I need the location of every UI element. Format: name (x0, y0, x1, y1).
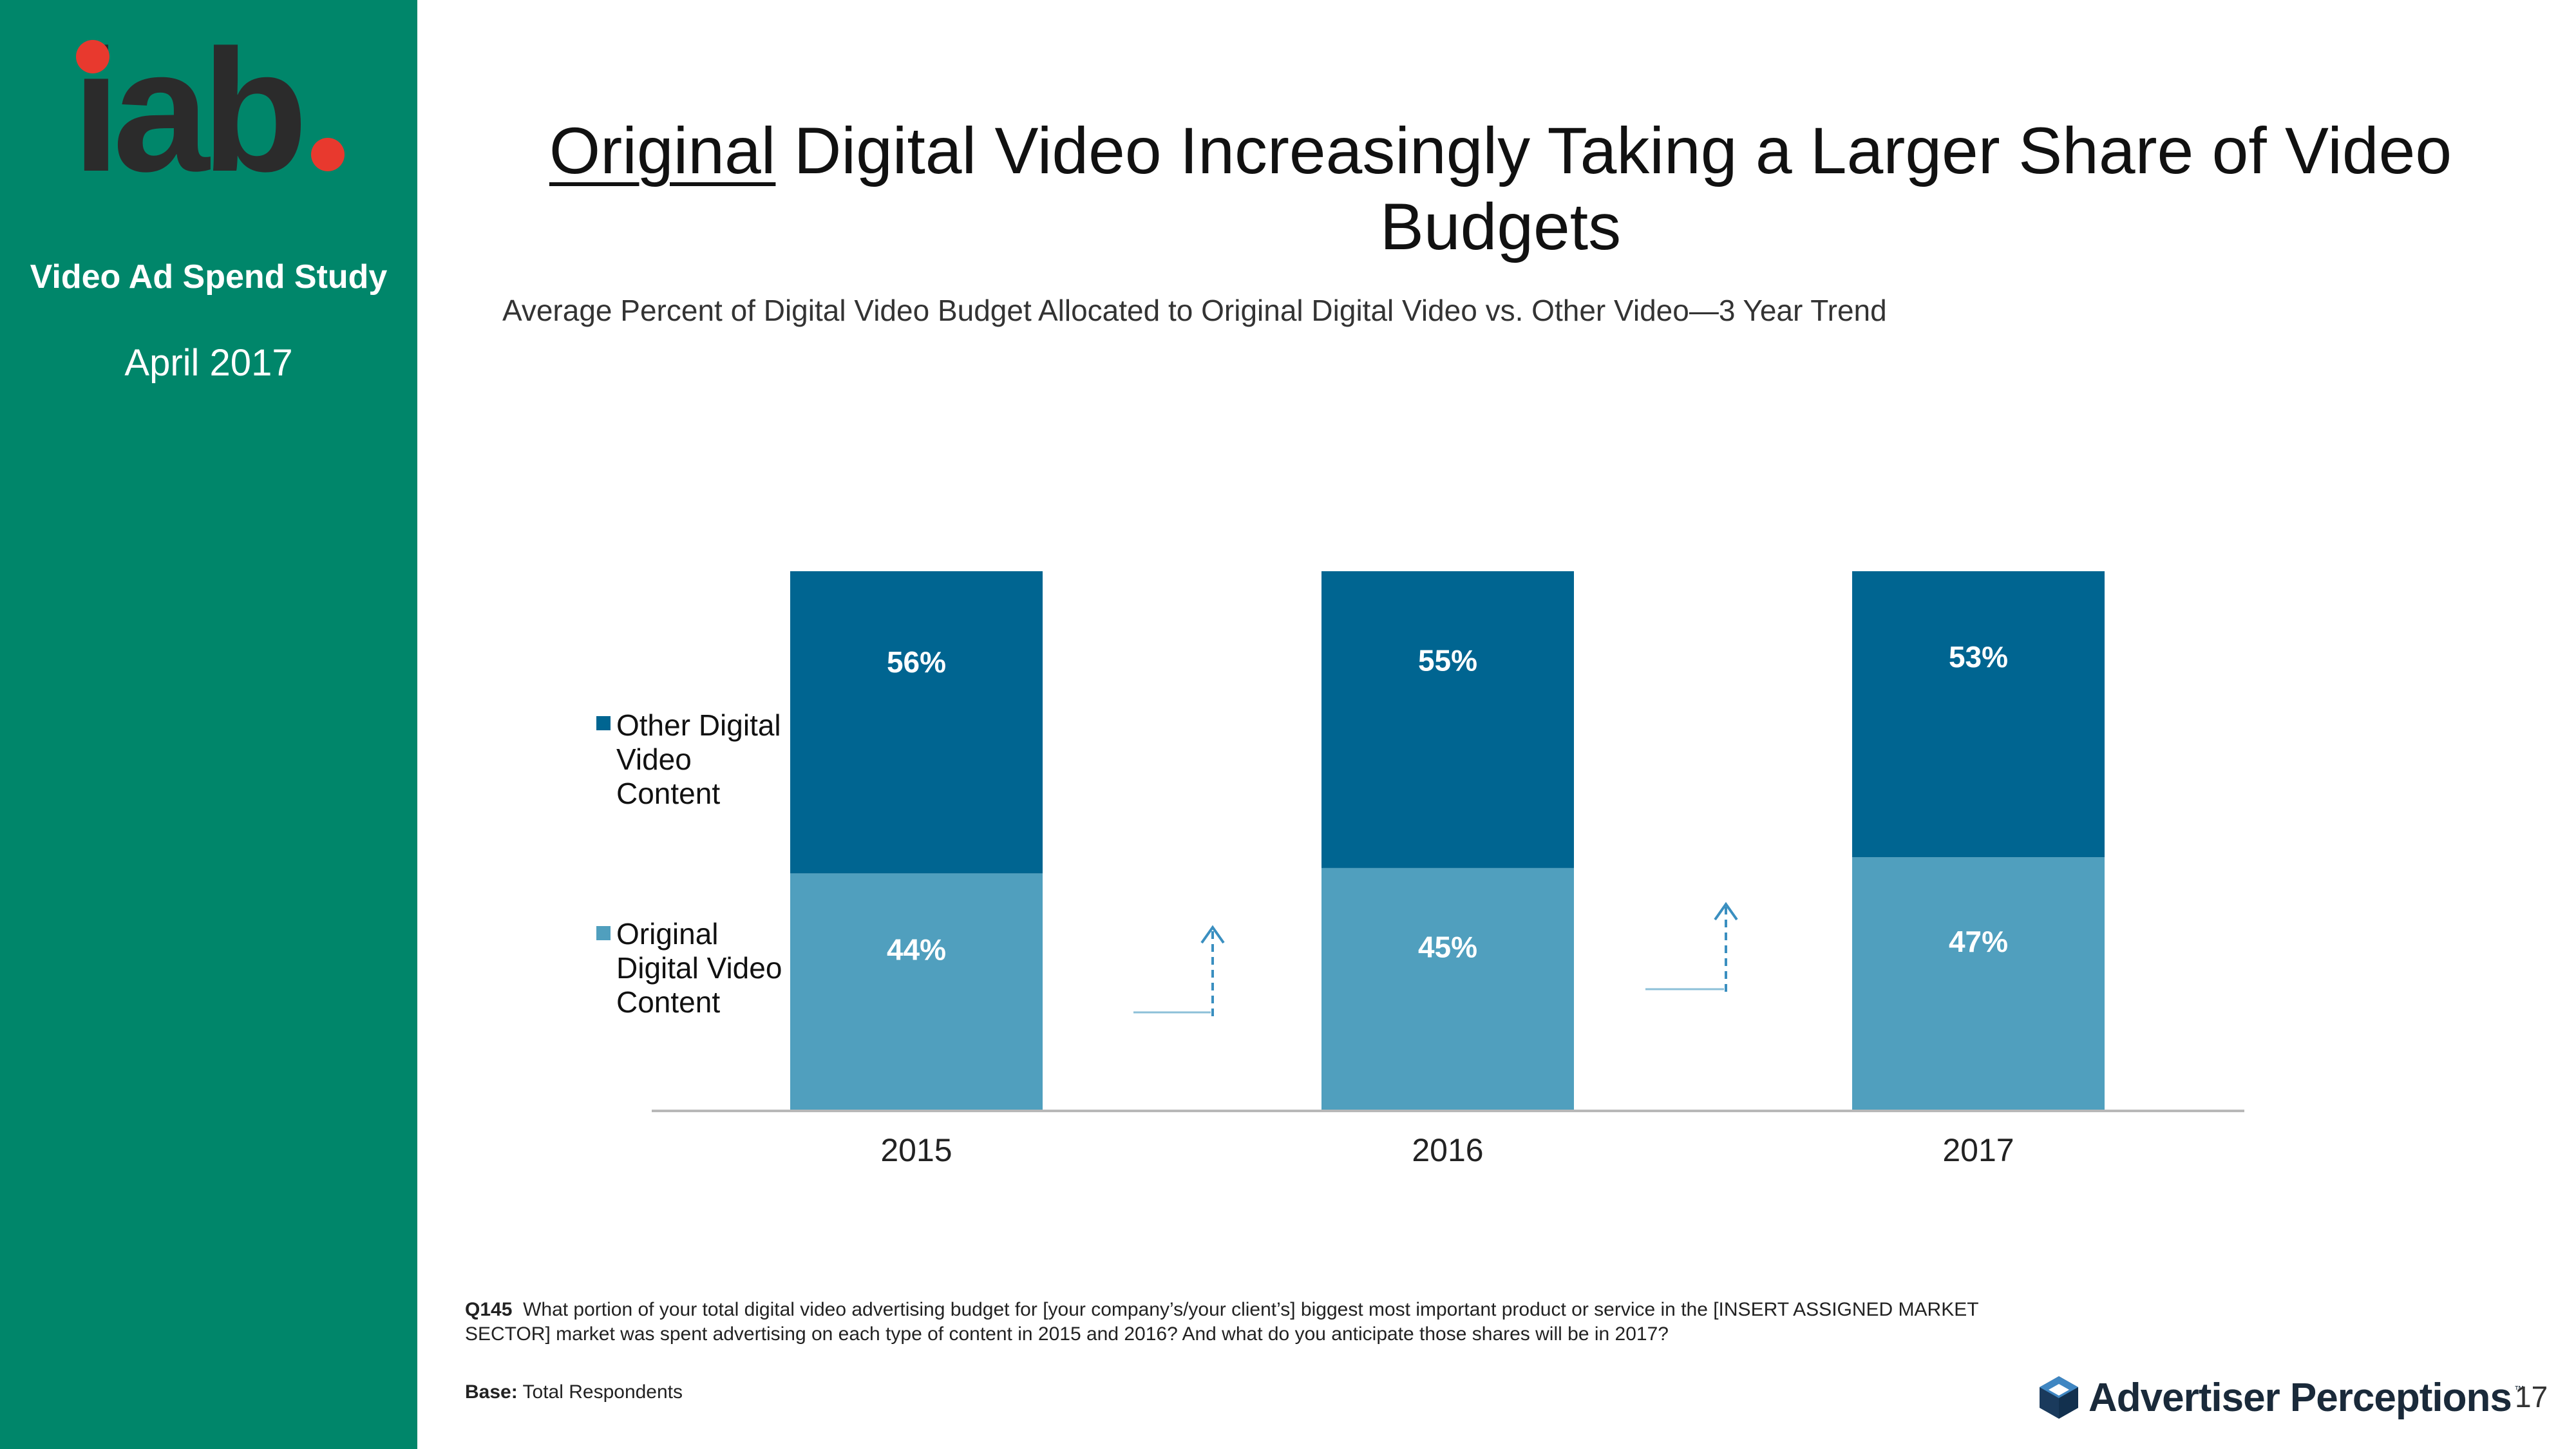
base-text: Total Respondents (522, 1381, 683, 1403)
x-tick-2017: 2017 (1942, 1132, 2014, 1168)
annotations-layer (1133, 902, 1738, 1016)
data-label-2017-other: 53% (1949, 640, 2008, 674)
legend-swatch-other (596, 716, 611, 730)
legend-label-original-line-1: Original (616, 917, 719, 951)
sidebar: iab Video Ad Spend Study April 2017 (0, 0, 417, 1449)
slide-title: Original Digital Video Increasingly Taki… (451, 113, 2550, 265)
base-label: Base: (465, 1381, 518, 1403)
footnote-text: What portion of your total digital video… (465, 1299, 1979, 1345)
data-label-2015-other: 56% (887, 645, 946, 679)
bars-layer: 44% 56% 45% 55% 47% 53% (790, 571, 2105, 1111)
page-number: 17 (2515, 1380, 2548, 1414)
iab-logo: iab (72, 14, 355, 208)
legend-label-other-line-1: Other Digital (616, 708, 781, 742)
legend-label-original: Original Digital Video Content (616, 917, 790, 1019)
study-name: Video Ad Spend Study (30, 258, 388, 296)
base-note: Base: Total Respondents (465, 1381, 683, 1403)
cube-icon (2040, 1376, 2078, 1419)
bar-segment-2015-original (790, 873, 1043, 1111)
x-tick-labels: 2015 2016 2017 (880, 1132, 2014, 1168)
data-label-2017-original: 47% (1949, 925, 2008, 958)
bar-segment-2017-other (1852, 571, 2105, 858)
data-label-2016-original: 45% (1418, 930, 1477, 963)
chart-subtitle: Average Percent of Digital Video Budget … (502, 294, 1887, 327)
legend-swatch-original (596, 926, 611, 940)
legend: Other Digital Video Content Original Dig… (596, 708, 790, 1019)
bar-segment-2016-other (1321, 571, 1574, 868)
title-rest: Digital Video Increasingly Taking a Larg… (775, 114, 2452, 263)
x-tick-2015: 2015 (880, 1132, 952, 1168)
footnote: Q145 What portion of your total digital … (465, 1298, 1978, 1347)
advertiser-perceptions-logo: Advertiser Perceptions ™ (2038, 1372, 2524, 1423)
title-underlined-word: Original (549, 114, 776, 187)
logo-text: iab (72, 39, 302, 187)
footnote-label: Q145 (465, 1299, 513, 1320)
brand-trademark: ™ (2514, 1385, 2524, 1396)
logo-period-dot (311, 138, 345, 171)
logo-i-dot (76, 40, 109, 73)
arrow-head-2016-2017 (1714, 902, 1738, 921)
legend-label-original-line-3: Content (616, 985, 720, 1019)
arrow-head-2015-2016 (1200, 925, 1225, 944)
legend-label-original-line-2: Digital Video (616, 951, 782, 985)
data-label-2015-original: 44% (887, 933, 946, 967)
legend-label-other-line-2: Video (616, 743, 692, 776)
x-tick-2016: 2016 (1412, 1132, 1483, 1168)
study-date: April 2017 (124, 342, 293, 384)
brand-name: Advertiser Perceptions (2088, 1375, 2512, 1420)
legend-label-other-line-3: Content (616, 777, 720, 810)
bar-segment-2016-original (1321, 867, 1574, 1111)
data-label-2016-other: 55% (1418, 643, 1477, 677)
bar-segment-2015-other (790, 571, 1043, 874)
legend-label-other: Other Digital Video Content (616, 708, 789, 810)
bar-segment-2017-original (1852, 857, 2105, 1111)
